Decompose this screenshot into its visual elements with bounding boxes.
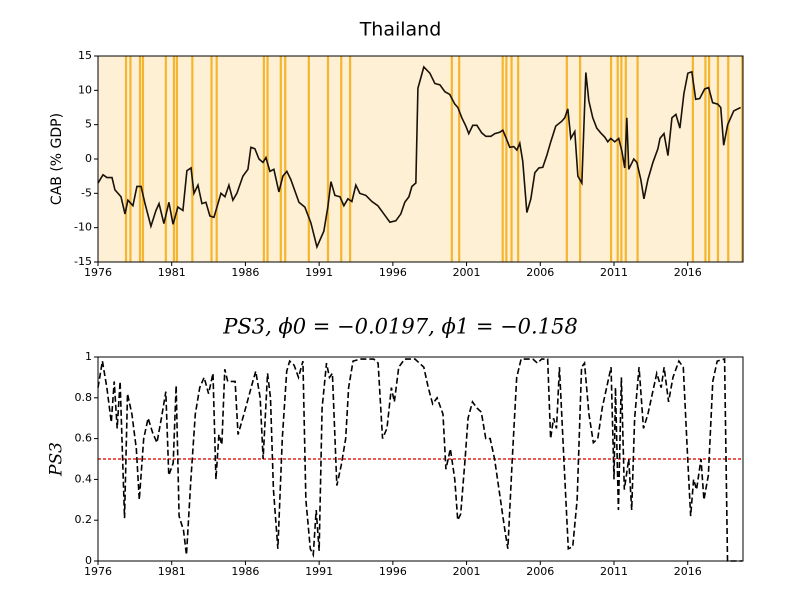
y-tick-label: 0.2 <box>75 513 93 526</box>
y-tick-label: -10 <box>74 221 92 234</box>
series-line <box>97 357 743 562</box>
x-tick-label: 2006 <box>526 266 554 279</box>
x-tick-label: 1981 <box>158 565 186 578</box>
series-line <box>97 65 741 250</box>
x-tick-label: 2016 <box>674 266 702 279</box>
x-tick-label: 1991 <box>305 266 333 279</box>
x-tick-label: 2011 <box>600 565 628 578</box>
y-tick-label: 0 <box>85 554 92 567</box>
y-tick-label: 0.4 <box>75 472 93 485</box>
chart-title: PS3, ϕ0 = −0.0197, ϕ1 = −0.158 <box>222 315 578 339</box>
y-axis-label: PS3 <box>47 442 67 477</box>
x-tick-label: 1981 <box>158 266 186 279</box>
chart-title: Thailand <box>359 19 442 41</box>
x-tick-label: 1976 <box>84 266 112 279</box>
x-tick-label: 1986 <box>231 266 259 279</box>
x-tick-label: 1976 <box>84 565 112 578</box>
y-tick-label: 15 <box>78 49 92 62</box>
y-tick-label: 0 <box>85 152 92 165</box>
x-tick-label: 1996 <box>379 565 407 578</box>
y-axis-label: CAB (% GDP) <box>49 113 65 205</box>
y-tick-label: 0.6 <box>75 432 93 445</box>
y-tick-label: 5 <box>85 118 92 131</box>
x-tick-label: 2001 <box>453 565 481 578</box>
x-tick-label: 2011 <box>600 266 628 279</box>
x-tick-label: 2006 <box>526 565 554 578</box>
y-tick-label: 0.8 <box>75 391 93 404</box>
x-tick-label: 2016 <box>674 565 702 578</box>
y-tick-label: 10 <box>78 83 92 96</box>
x-tick-label: 2001 <box>453 266 481 279</box>
plot-frame <box>97 356 744 562</box>
plot-background <box>98 56 743 262</box>
y-tick-label: 1 <box>85 350 92 363</box>
y-tick-label: -5 <box>81 186 92 199</box>
x-tick-label: 1991 <box>305 565 333 578</box>
y-tick-label: -15 <box>74 255 92 268</box>
x-tick-label: 1996 <box>379 266 407 279</box>
x-tick-label: 1986 <box>231 565 259 578</box>
